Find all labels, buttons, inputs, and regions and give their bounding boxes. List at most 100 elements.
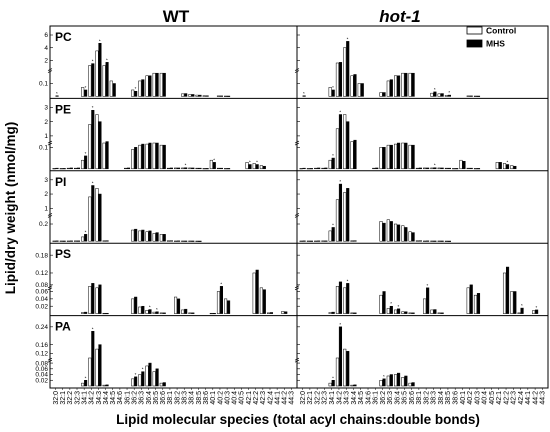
bar-control <box>138 144 142 170</box>
x-tick-label: 34:6 <box>365 391 372 405</box>
bar-control <box>473 294 478 314</box>
bar-mhs <box>513 165 517 170</box>
bar-mhs <box>426 240 430 242</box>
x-tick-label: 36:5 <box>153 391 160 405</box>
bar-control <box>195 94 199 97</box>
x-tick-label: 38:5 <box>445 391 452 405</box>
bar-mhs <box>346 283 350 314</box>
bar-mhs <box>418 167 422 170</box>
significance-mark: * <box>92 59 94 64</box>
bar-mhs <box>505 164 510 170</box>
bar-control <box>181 93 185 97</box>
bar-control <box>252 163 256 170</box>
bar-control <box>386 219 390 242</box>
axis-break-marker <box>47 285 53 291</box>
x-tick-label: 32:3 <box>74 391 81 405</box>
x-tick-label: 36:6 <box>160 391 167 405</box>
bar-control <box>335 286 340 314</box>
bar-control <box>444 240 448 242</box>
bar-control <box>430 92 434 97</box>
bar-control <box>145 75 149 97</box>
panel-label-pe: PE <box>55 102 71 116</box>
bar-mhs <box>331 157 335 170</box>
significance-mark: * <box>332 375 334 380</box>
bar-control <box>195 167 199 170</box>
bar-control <box>245 162 249 170</box>
significance-mark: * <box>135 372 137 377</box>
bar-control <box>321 167 325 170</box>
significance-mark: * <box>332 222 334 227</box>
significance-mark: * <box>56 91 58 96</box>
bar-mhs <box>184 167 188 170</box>
bar-control <box>328 382 332 387</box>
bar-control <box>73 167 78 170</box>
bar-control <box>166 167 170 170</box>
bar-mhs <box>212 312 216 315</box>
bar-mhs <box>62 168 66 170</box>
bar-mhs <box>433 91 437 97</box>
significance-mark: * <box>99 38 101 43</box>
significance-mark: * <box>85 151 87 156</box>
bar-control <box>401 311 405 314</box>
bar-mhs <box>169 240 173 242</box>
bar-control <box>415 240 419 242</box>
y-tick-label: 3 <box>44 177 48 184</box>
bar-control <box>174 296 178 314</box>
bar-control <box>343 287 347 314</box>
bar-mhs <box>105 312 109 315</box>
bar-control <box>299 240 303 242</box>
bar-mhs <box>433 240 437 242</box>
bar-control <box>335 62 340 97</box>
x-tick-label: 34:2 <box>89 391 96 405</box>
bar-mhs <box>219 95 223 97</box>
bar-control <box>408 231 412 242</box>
y-tick-label: 1 <box>44 133 48 140</box>
bar-control <box>408 312 412 314</box>
y-tick-label: 0.08 <box>35 360 48 367</box>
bar-control <box>152 142 156 170</box>
bar-control <box>181 167 185 170</box>
bar-control <box>224 298 228 314</box>
x-tick-label: 36:1 <box>373 391 380 405</box>
bar-control <box>195 240 199 242</box>
x-tick-label: 42:3 <box>511 391 518 405</box>
bar-mhs <box>389 221 393 242</box>
bar-control <box>473 95 478 97</box>
bar-mhs <box>476 293 481 314</box>
x-tick-label: 34:3 <box>96 391 103 405</box>
bar-control <box>259 287 263 314</box>
bar-mhs <box>91 109 95 170</box>
bar-control <box>437 93 441 97</box>
bar-mhs <box>148 230 152 242</box>
bar-mhs <box>105 384 109 387</box>
bar-mhs <box>76 167 81 170</box>
bar-mhs <box>397 75 401 97</box>
bar-mhs <box>262 165 266 170</box>
legend-label-control: Control <box>486 26 516 36</box>
bar-control <box>430 309 434 314</box>
x-axis-label: Lipid molecular species (total acyl chai… <box>116 412 480 427</box>
axis-break-marker <box>47 213 53 218</box>
bar-mhs <box>141 79 145 97</box>
bar-control <box>88 286 92 314</box>
bar-mhs <box>69 167 73 170</box>
y-tick-label: 2 <box>44 119 48 126</box>
significance-mark: * <box>339 322 341 327</box>
significance-mark: * <box>303 91 305 96</box>
bar-control <box>328 230 332 242</box>
bar-mhs <box>162 72 166 97</box>
bar-control <box>401 225 405 242</box>
bar-mhs <box>105 141 109 170</box>
bar-mhs <box>148 362 152 387</box>
bar-mhs <box>375 167 379 170</box>
bar-control <box>394 374 398 387</box>
bar-control <box>328 312 332 314</box>
x-tick-label: 44:3 <box>540 391 547 405</box>
significance-mark: * <box>448 90 450 95</box>
x-tick-label: 34:6 <box>117 391 124 405</box>
bar-mhs <box>76 240 81 242</box>
x-tick-label: 36:5 <box>402 391 409 405</box>
bar-mhs <box>455 168 459 170</box>
bar-control <box>459 159 463 170</box>
x-tick-label: 42:4 <box>267 391 274 405</box>
